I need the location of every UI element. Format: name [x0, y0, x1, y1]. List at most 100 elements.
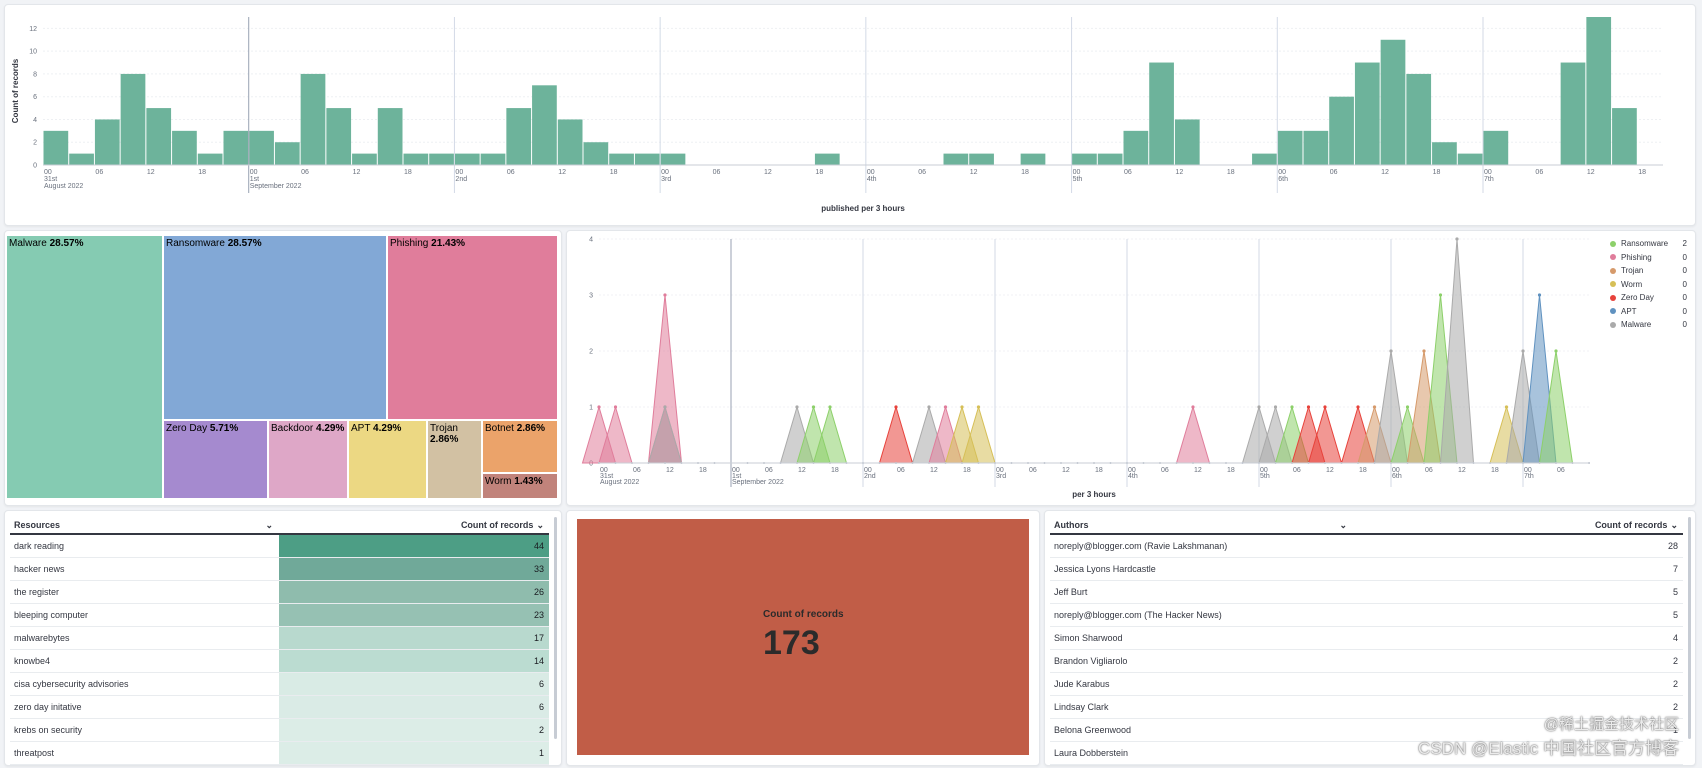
legend-value: 0 [1682, 293, 1687, 303]
table-row[interactable]: dark reading 44 [10, 535, 549, 558]
legend-label: APT [1621, 306, 1637, 316]
histogram-panel: 0 2 4 6 8 10 12 Count of records 00 31st August 20… [4, 4, 1696, 226]
x-day-label: 2nd [455, 176, 467, 183]
data-point [811, 405, 816, 409]
table-row[interactable]: Laura Dobberstein [1050, 742, 1683, 765]
x-tick-label: 18 [1227, 169, 1235, 176]
chevron-down-icon[interactable]: ⌄ [1670, 519, 1678, 530]
treemap-cell[interactable]: Trojan 2.86% [427, 420, 482, 499]
table-row[interactable]: zero day initative 6 [10, 696, 549, 719]
x-day-label: 1st [250, 176, 259, 183]
resource-count: 23 [279, 604, 549, 626]
x-tick-label: 06 [95, 169, 103, 176]
legend-item[interactable]: APT 0 [1610, 305, 1687, 319]
data-point [1389, 349, 1393, 353]
table-row[interactable]: threatpost 1 [10, 742, 549, 765]
legend-item[interactable]: Zero Day 0 [1610, 291, 1687, 305]
table-row[interactable]: malwarebytes 17 [10, 627, 549, 650]
bar [377, 108, 403, 165]
bar [1406, 73, 1432, 165]
treemap-cell-label: Malware [9, 238, 50, 249]
chevron-down-icon[interactable]: ⌄ [1339, 519, 1347, 530]
table-row[interactable]: noreply@blogger.com (Ravie Lakshmanan) 28 [1050, 535, 1683, 558]
table-row[interactable]: Brandon Vigliarolo 2 [1050, 650, 1683, 673]
x-tick-label: 00 [1278, 169, 1286, 176]
x-tick-label: 18 [699, 467, 707, 474]
legend-dot-icon [1610, 254, 1616, 261]
treemap-cell[interactable]: Worm 1.43% [482, 473, 558, 499]
table-row[interactable]: the register 26 [10, 581, 549, 604]
treemap-cell[interactable]: APT 4.29% [348, 420, 427, 499]
table-row[interactable]: Jeff Burt 5 [1050, 581, 1683, 604]
treemap-cell[interactable]: Botnet 2.86% [482, 420, 558, 473]
column-header-count[interactable]: Count of records ⌄ [1353, 517, 1683, 533]
author-count: 1 [1672, 725, 1678, 735]
table-row[interactable]: cisa cybersecurity advisories 6 [10, 673, 549, 696]
treemap-cell-percent: 5.71% [209, 423, 239, 434]
treemap-cell[interactable]: Backdoor 4.29% [268, 420, 348, 499]
x-tick-label: 06 [1535, 169, 1543, 176]
treemap-chart[interactable]: Malware 28.57% Ransomware 28.57% Phishing … [6, 235, 558, 499]
x-tick-label: 00 [1073, 169, 1081, 176]
data-point [1438, 293, 1443, 297]
legend-item[interactable]: Malware 0 [1610, 318, 1687, 332]
x-day-label: 6th [1278, 176, 1288, 183]
treemap-cell[interactable]: Ransomware 28.57% [163, 235, 387, 420]
table-row[interactable]: Lindsay Clark 2 [1050, 696, 1683, 719]
table-row[interactable]: knowbe4 14 [10, 650, 549, 673]
bar [506, 108, 532, 165]
legend-item[interactable]: Trojan 0 [1610, 264, 1687, 278]
data-point [795, 405, 799, 409]
data-point [1521, 349, 1525, 353]
y-tick-label: 4 [33, 117, 37, 124]
resource-count: 6 [279, 696, 549, 718]
x-tick-label: 00 [250, 169, 258, 176]
table-row[interactable]: Simon Sharwood 4 [1050, 627, 1683, 650]
table-row[interactable]: Belona Greenwood 1 [1050, 719, 1683, 742]
treemap-cell[interactable]: Malware 28.57% [6, 235, 163, 499]
table-row[interactable]: Jessica Lyons Hardcastle 7 [1050, 558, 1683, 581]
x-day-label: 1st [732, 473, 741, 480]
legend-item[interactable]: Ransomware 2 [1610, 237, 1687, 251]
x-tick-label: 06 [507, 169, 515, 176]
table-row[interactable]: hacker news 33 [10, 558, 549, 581]
table-row[interactable]: krebs on security 2 [10, 719, 549, 742]
resource-name: bleeping computer [14, 610, 89, 620]
chevron-down-icon[interactable]: ⌄ [265, 519, 273, 530]
legend-item[interactable]: Phishing 0 [1610, 251, 1687, 265]
x-tick-label: 06 [301, 169, 309, 176]
data-point [1191, 405, 1195, 409]
bar [1123, 130, 1149, 165]
resource-count: 1 [279, 742, 549, 764]
column-header-resources[interactable]: Resources ⌄ [10, 520, 279, 531]
treemap-cell-label: Trojan [430, 423, 458, 434]
data-point [1504, 405, 1509, 409]
scrollbar[interactable] [1688, 517, 1691, 739]
column-header-authors[interactable]: Authors ⌄ [1050, 520, 1353, 531]
table-row[interactable]: Jude Karabus 2 [1050, 673, 1683, 696]
table-row[interactable]: noreply@blogger.com (The Hacker News) 5 [1050, 604, 1683, 627]
chevron-down-icon[interactable]: ⌄ [536, 519, 544, 530]
resource-count: 33 [279, 558, 549, 580]
legend-item[interactable]: Worm 0 [1610, 278, 1687, 292]
x-tick-label: 12 [353, 169, 361, 176]
bar [634, 153, 660, 165]
treemap-cell-percent: 1.43% [514, 476, 543, 487]
x-tick-label: 18 [1095, 467, 1103, 474]
data-point [1356, 405, 1360, 409]
column-header-label: Resources [14, 520, 61, 530]
legend-label: Zero Day [1621, 293, 1654, 303]
data-point [613, 405, 618, 409]
table-row[interactable]: bleeping computer 23 [10, 604, 549, 627]
x-tick-label: 00 [455, 169, 463, 176]
authors-table-panel: Authors ⌄ Count of records ⌄ noreply@blogg… [1044, 510, 1696, 766]
treemap-cell[interactable]: Zero Day 5.71% [163, 420, 268, 499]
column-header-count[interactable]: Count of records ⌄ [279, 517, 549, 533]
x-tick-label: 12 [666, 467, 674, 474]
scrollbar[interactable] [554, 517, 557, 739]
bar [1432, 142, 1457, 165]
author-name: noreply@blogger.com (Ravie Lakshmanan) [1054, 541, 1228, 551]
treemap-cell[interactable]: Phishing 21.43% [387, 235, 558, 420]
